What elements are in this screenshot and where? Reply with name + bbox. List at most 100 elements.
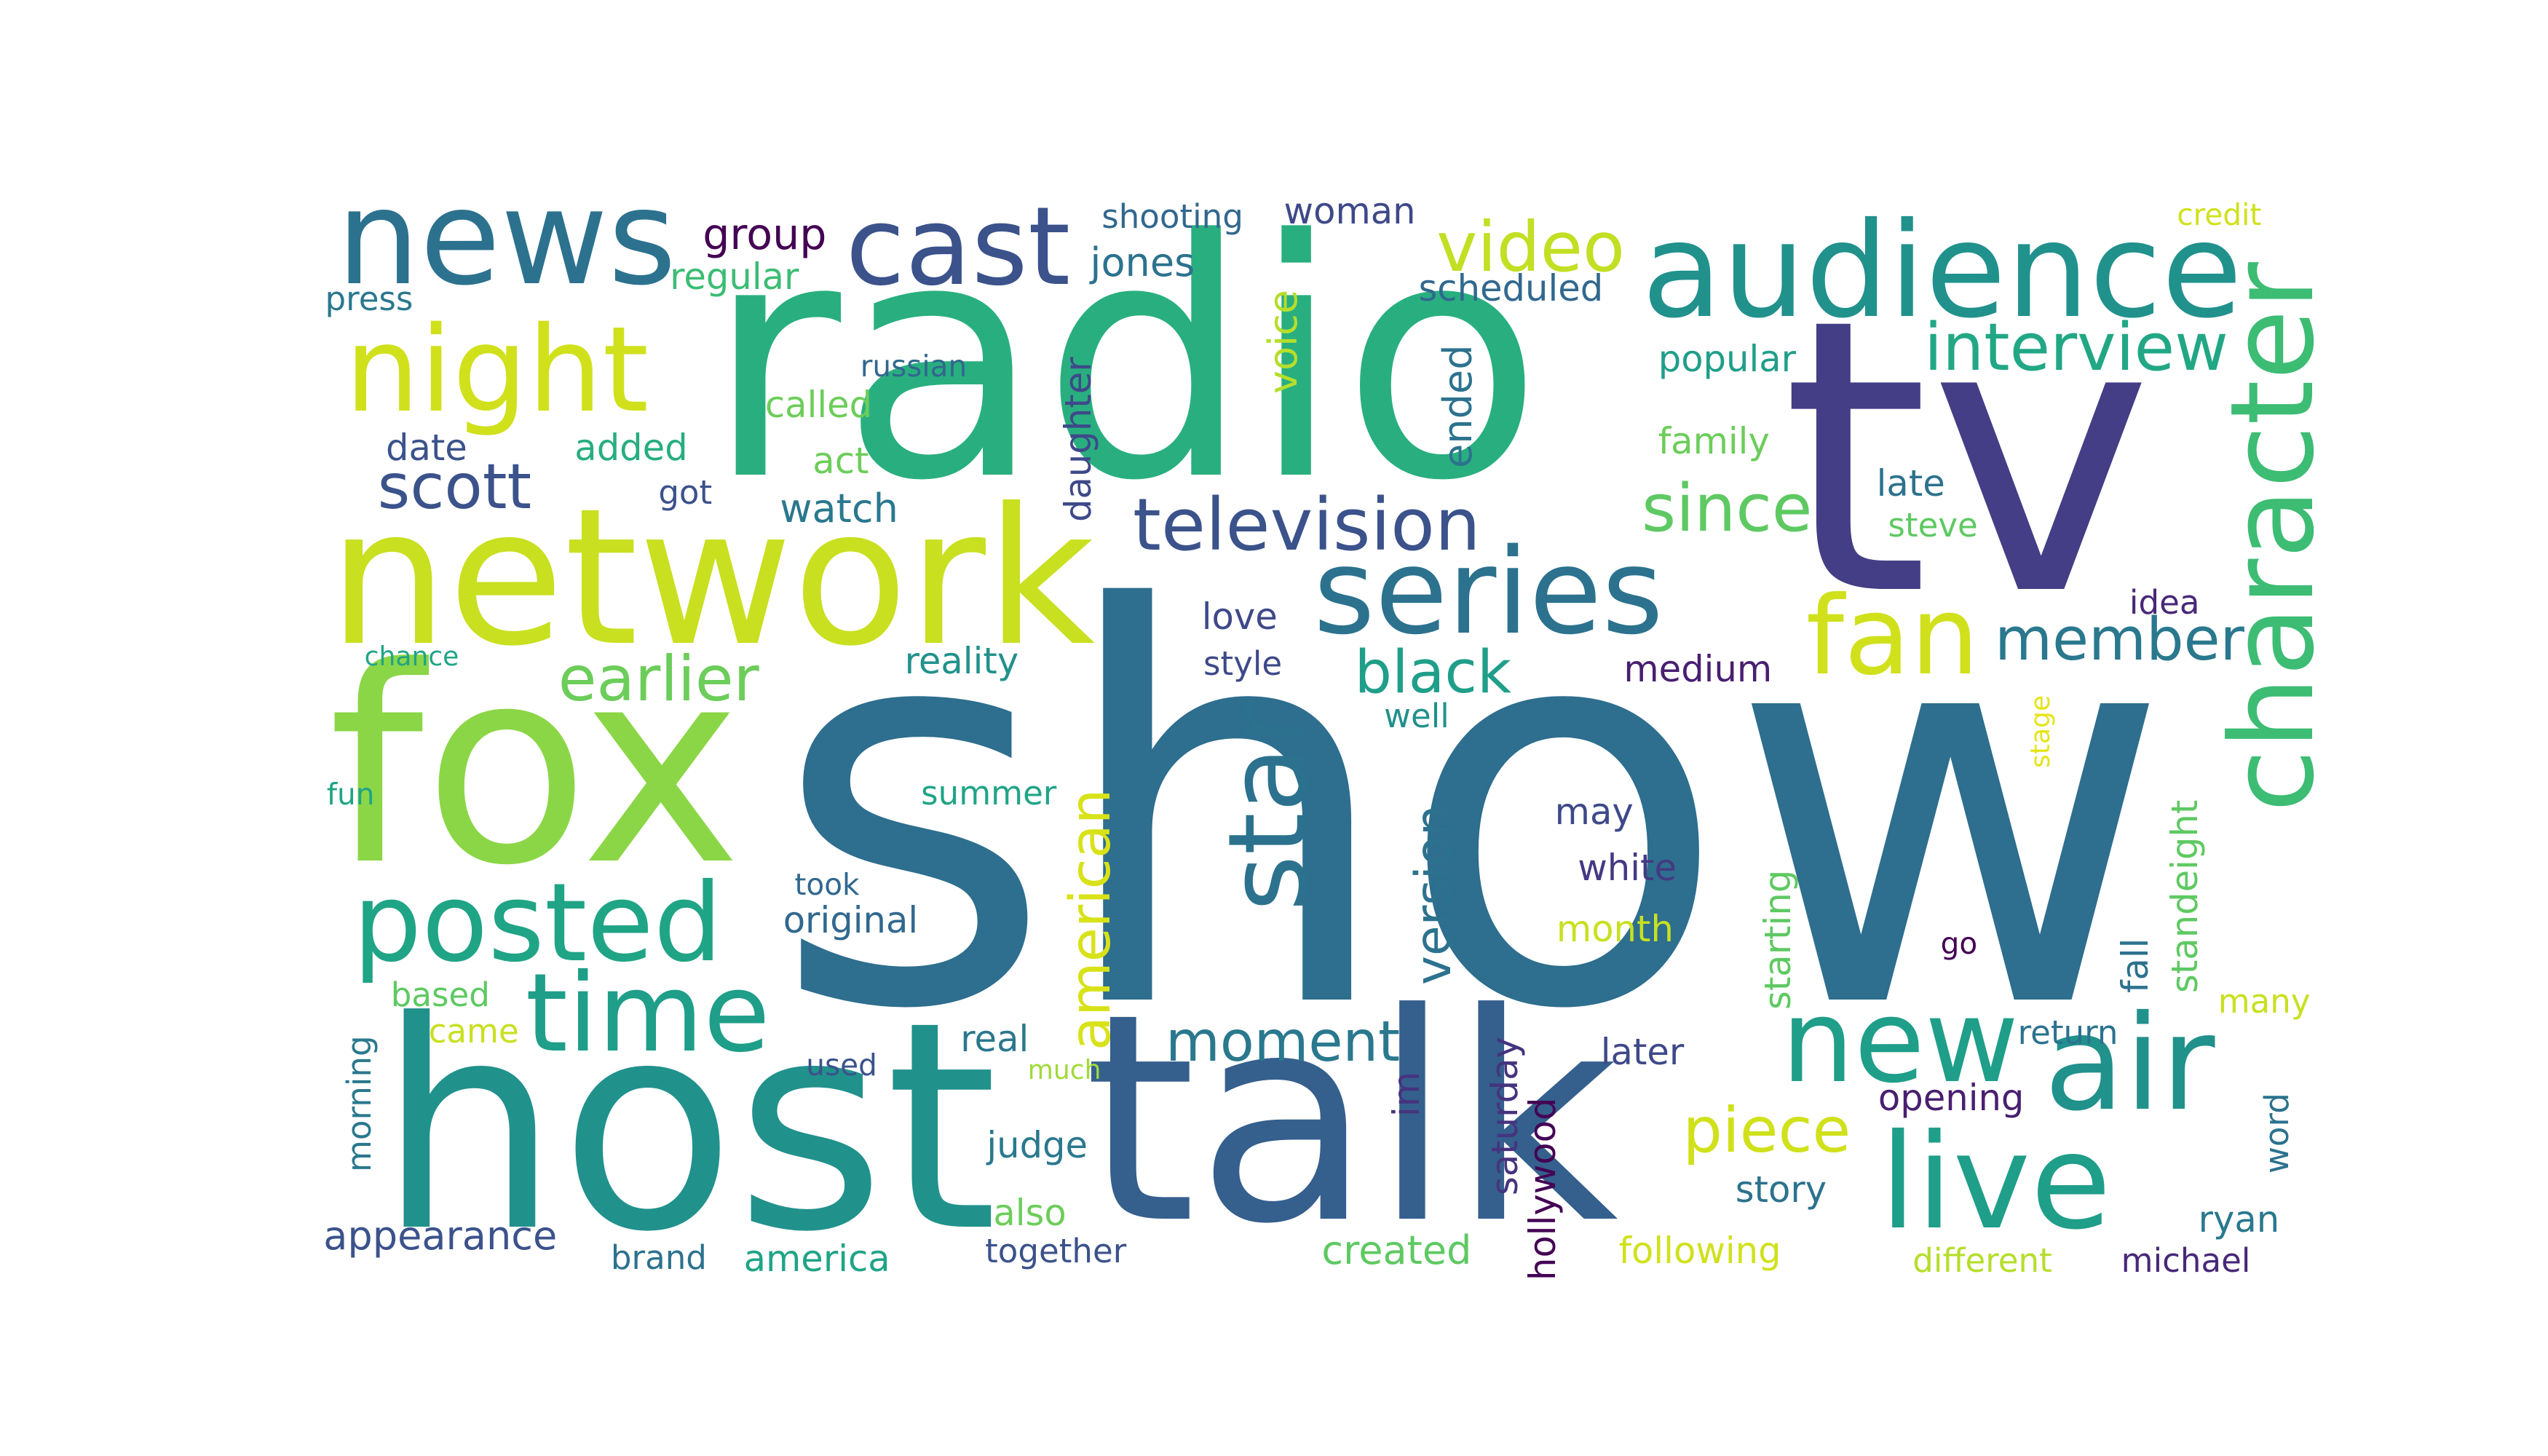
word-came: came bbox=[428, 1011, 519, 1051]
word-late: late bbox=[1876, 462, 1945, 505]
word-interview: interview bbox=[1924, 309, 2228, 386]
word-host: host bbox=[377, 961, 998, 1296]
word-opening: opening bbox=[1878, 1076, 2025, 1119]
word-popular: popular bbox=[1658, 338, 1797, 381]
word-return: return bbox=[2017, 1013, 2118, 1052]
word-also: also bbox=[993, 1191, 1067, 1234]
word-steve: steve bbox=[1888, 506, 1978, 545]
word-reality: reality bbox=[904, 640, 1019, 683]
word-brand: brand bbox=[610, 1238, 707, 1277]
word-posted: posted bbox=[352, 860, 723, 987]
word-added: added bbox=[574, 426, 688, 469]
word-ryan: ryan bbox=[2198, 1198, 2280, 1241]
word-got: got bbox=[658, 472, 713, 512]
word-well: well bbox=[1384, 696, 1449, 735]
word-michael: michael bbox=[2121, 1241, 2251, 1281]
word-america: america bbox=[743, 1237, 890, 1280]
word-daughter: daughter bbox=[1056, 357, 1099, 523]
word-starting: starting bbox=[1756, 869, 1799, 1010]
word-video: video bbox=[1436, 207, 1625, 288]
word-television: television bbox=[1133, 483, 1481, 568]
word-word: word bbox=[2258, 1093, 2297, 1174]
word-created: created bbox=[1321, 1227, 1472, 1274]
word-night: night bbox=[344, 301, 649, 440]
word-news: news bbox=[336, 161, 677, 314]
word-used: used bbox=[806, 1048, 877, 1083]
word-talk: talk bbox=[1083, 952, 1619, 1287]
word-go: go bbox=[1940, 926, 1978, 962]
word-version: version bbox=[1404, 804, 1462, 986]
word-piece: piece bbox=[1682, 1093, 1851, 1167]
word-russian: russian bbox=[860, 348, 968, 384]
word-family: family bbox=[1658, 419, 1770, 462]
word-month: month bbox=[1556, 907, 1674, 950]
word-character: character bbox=[2206, 262, 2341, 813]
word-saturday: saturday bbox=[1484, 1036, 1527, 1195]
word-jones: jones bbox=[1090, 239, 1195, 285]
word-idea: idea bbox=[2129, 583, 2200, 622]
word-date: date bbox=[385, 426, 467, 469]
word-network: network bbox=[328, 468, 1096, 689]
word-much: much bbox=[1027, 1055, 1101, 1086]
word-fox: fox bbox=[328, 609, 742, 925]
word-credit: credit bbox=[2177, 197, 2262, 233]
word-american: american bbox=[1059, 788, 1124, 1051]
word-real: real bbox=[960, 1017, 1029, 1060]
word-together: together bbox=[985, 1231, 1127, 1270]
word-regular: regular bbox=[670, 256, 799, 298]
word-since: since bbox=[1642, 470, 1813, 547]
word-new: new bbox=[1781, 975, 2019, 1109]
word-moment: moment bbox=[1166, 1009, 1401, 1075]
word-tv: tv bbox=[1781, 240, 2153, 679]
word-later: later bbox=[1600, 1030, 1685, 1073]
word-air: air bbox=[2043, 987, 2215, 1141]
word-summer: summer bbox=[921, 773, 1057, 812]
word-fall: fall bbox=[2114, 938, 2157, 994]
word-style: style bbox=[1203, 644, 1283, 683]
word-chance: chance bbox=[364, 641, 459, 673]
word-ended: ended bbox=[1434, 344, 1481, 468]
word-love: love bbox=[1201, 596, 1278, 638]
word-im: im bbox=[1385, 1071, 1428, 1117]
word-group: group bbox=[703, 210, 827, 260]
word-cast: cast bbox=[845, 184, 1071, 311]
word-earlier: earlier bbox=[558, 642, 759, 716]
word-act: act bbox=[812, 439, 869, 482]
word-fan: fan bbox=[1805, 573, 1979, 700]
word-star: star bbox=[1205, 701, 1332, 911]
word-based: based bbox=[390, 976, 490, 1015]
word-original: original bbox=[783, 899, 919, 942]
word-watch: watch bbox=[780, 486, 898, 532]
word-time: time bbox=[525, 951, 770, 1077]
word-show: show bbox=[771, 496, 2172, 1128]
word-shooting: shooting bbox=[1101, 197, 1243, 237]
word-judge: judge bbox=[986, 1124, 1088, 1167]
word-different: different bbox=[1912, 1241, 2052, 1281]
word-story: story bbox=[1735, 1168, 1827, 1211]
word-appearance: appearance bbox=[323, 1213, 558, 1259]
word-hollywood: hollywood bbox=[1522, 1097, 1564, 1281]
word-may: may bbox=[1554, 791, 1634, 834]
word-member: member bbox=[1995, 605, 2244, 674]
word-medium: medium bbox=[1623, 648, 1773, 691]
word-radio: radio bbox=[705, 170, 1543, 553]
word-woman: woman bbox=[1283, 190, 1416, 233]
word-voice: voice bbox=[1260, 290, 1307, 395]
word-series: series bbox=[1313, 523, 1663, 661]
word-scott: scott bbox=[377, 450, 532, 523]
word-stage: stage bbox=[2025, 695, 2057, 769]
word-black: black bbox=[1354, 638, 1511, 708]
word-scheduled: scheduled bbox=[1418, 267, 1604, 310]
word-many: many bbox=[2217, 982, 2311, 1021]
word-live: live bbox=[1880, 1105, 2112, 1259]
word-standeight: standeight bbox=[2163, 800, 2206, 994]
word-audience: audience bbox=[1642, 194, 2243, 347]
word-morning: morning bbox=[340, 1035, 379, 1173]
word-white: white bbox=[1578, 847, 1677, 890]
word-following: following bbox=[1618, 1229, 1781, 1272]
word-press: press bbox=[325, 279, 414, 318]
word-called: called bbox=[764, 384, 873, 427]
word-fun: fun bbox=[326, 777, 375, 812]
word-took: took bbox=[794, 867, 860, 903]
